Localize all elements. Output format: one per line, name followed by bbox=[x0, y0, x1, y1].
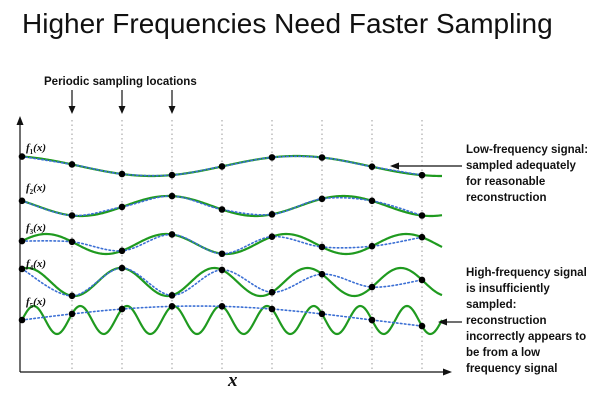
sample-point bbox=[118, 305, 126, 313]
sample-point bbox=[368, 316, 376, 324]
high-frequency-note: High-frequency signal is insufficiently … bbox=[466, 265, 602, 377]
sample-point bbox=[218, 163, 226, 170]
sampling-arrow-head bbox=[168, 106, 176, 114]
sample-point bbox=[218, 206, 226, 213]
sample-point bbox=[318, 154, 326, 161]
sampling-locations-label: Periodic sampling locations bbox=[44, 76, 197, 88]
signal-curve bbox=[21, 154, 442, 178]
low-frequency-note: Low-frequency signal: sampled adequately… bbox=[466, 142, 602, 206]
signal-label-f1: f1(x) bbox=[26, 142, 46, 157]
reconstruction-curve bbox=[21, 267, 423, 297]
high-frequency-note-line: be from a low bbox=[466, 347, 541, 359]
sample-point bbox=[268, 288, 276, 296]
sample-point bbox=[68, 310, 76, 318]
sample-point bbox=[418, 212, 426, 219]
sample-point bbox=[218, 266, 226, 274]
signal-label-f4: f4(x) bbox=[26, 258, 46, 273]
signal-curve bbox=[21, 304, 443, 336]
signal-label-f2: f2(x) bbox=[26, 182, 46, 197]
sample-point bbox=[318, 310, 326, 318]
signal-label-f5: f5(x) bbox=[26, 296, 46, 311]
high-frequency-note-line: reconstruction bbox=[466, 315, 547, 327]
low-frequency-pointer-head bbox=[390, 162, 399, 170]
high-frequency-note-line: High-frequency signal bbox=[466, 267, 587, 279]
sample-point bbox=[418, 233, 426, 241]
sample-point bbox=[18, 265, 26, 273]
low-frequency-note-line: sampled adequately bbox=[466, 160, 576, 172]
high-frequency-pointer-head bbox=[438, 318, 447, 326]
high-frequency-note-line: is insufficiently bbox=[466, 283, 550, 295]
sample-point bbox=[418, 171, 426, 179]
high-frequency-note-line: incorrectly appears to bbox=[466, 331, 587, 343]
sample-point bbox=[18, 316, 26, 324]
sample-point bbox=[18, 237, 26, 245]
sample-point bbox=[168, 303, 176, 310]
low-frequency-note-line: reconstruction bbox=[466, 192, 547, 204]
sample-point bbox=[18, 153, 26, 160]
sample-point bbox=[318, 243, 326, 251]
signal-curve bbox=[21, 194, 443, 218]
sample-point bbox=[168, 292, 176, 299]
low-frequency-note-line: for reasonable bbox=[466, 176, 546, 188]
sample-point bbox=[418, 322, 426, 330]
sample-point bbox=[68, 238, 76, 246]
sample-point bbox=[118, 170, 126, 178]
sample-point bbox=[18, 197, 26, 205]
sample-point bbox=[418, 276, 426, 284]
sample-point bbox=[168, 171, 176, 179]
sample-point bbox=[218, 250, 226, 258]
sample-point bbox=[118, 203, 126, 211]
sample-point bbox=[68, 292, 76, 300]
high-frequency-note-line: sampled: bbox=[466, 299, 517, 311]
slide-title: Higher Frequencies Need Faster Sampling bbox=[22, 8, 553, 39]
high-frequency-note-line: frequency signal bbox=[466, 363, 558, 375]
sampling-arrow-head bbox=[118, 106, 126, 114]
signal-label-f3: f3(x) bbox=[26, 222, 46, 237]
x-axis-arrowhead bbox=[443, 368, 452, 376]
sample-point bbox=[268, 233, 276, 240]
sample-point bbox=[368, 197, 376, 205]
sample-point bbox=[268, 305, 276, 313]
sampling-arrow-head bbox=[68, 106, 76, 114]
sample-point bbox=[68, 212, 76, 219]
sample-point bbox=[268, 211, 276, 218]
sample-point bbox=[368, 163, 376, 170]
sample-point bbox=[168, 192, 176, 200]
x-axis-label: x bbox=[228, 370, 238, 391]
sample-point bbox=[118, 264, 126, 272]
signal-curve bbox=[21, 232, 443, 256]
sample-point bbox=[218, 303, 226, 310]
sample-point bbox=[168, 231, 176, 238]
sample-point bbox=[68, 161, 76, 168]
sample-point bbox=[268, 154, 276, 161]
reconstruction-curve bbox=[21, 155, 423, 177]
sample-point bbox=[318, 270, 326, 278]
reconstruction-curve bbox=[21, 195, 423, 217]
sample-point bbox=[368, 242, 376, 250]
sample-point bbox=[368, 283, 376, 291]
sample-point bbox=[318, 195, 326, 203]
low-frequency-note-line: Low-frequency signal: bbox=[466, 144, 589, 156]
y-axis-arrowhead bbox=[16, 116, 24, 125]
sample-point bbox=[118, 247, 126, 255]
